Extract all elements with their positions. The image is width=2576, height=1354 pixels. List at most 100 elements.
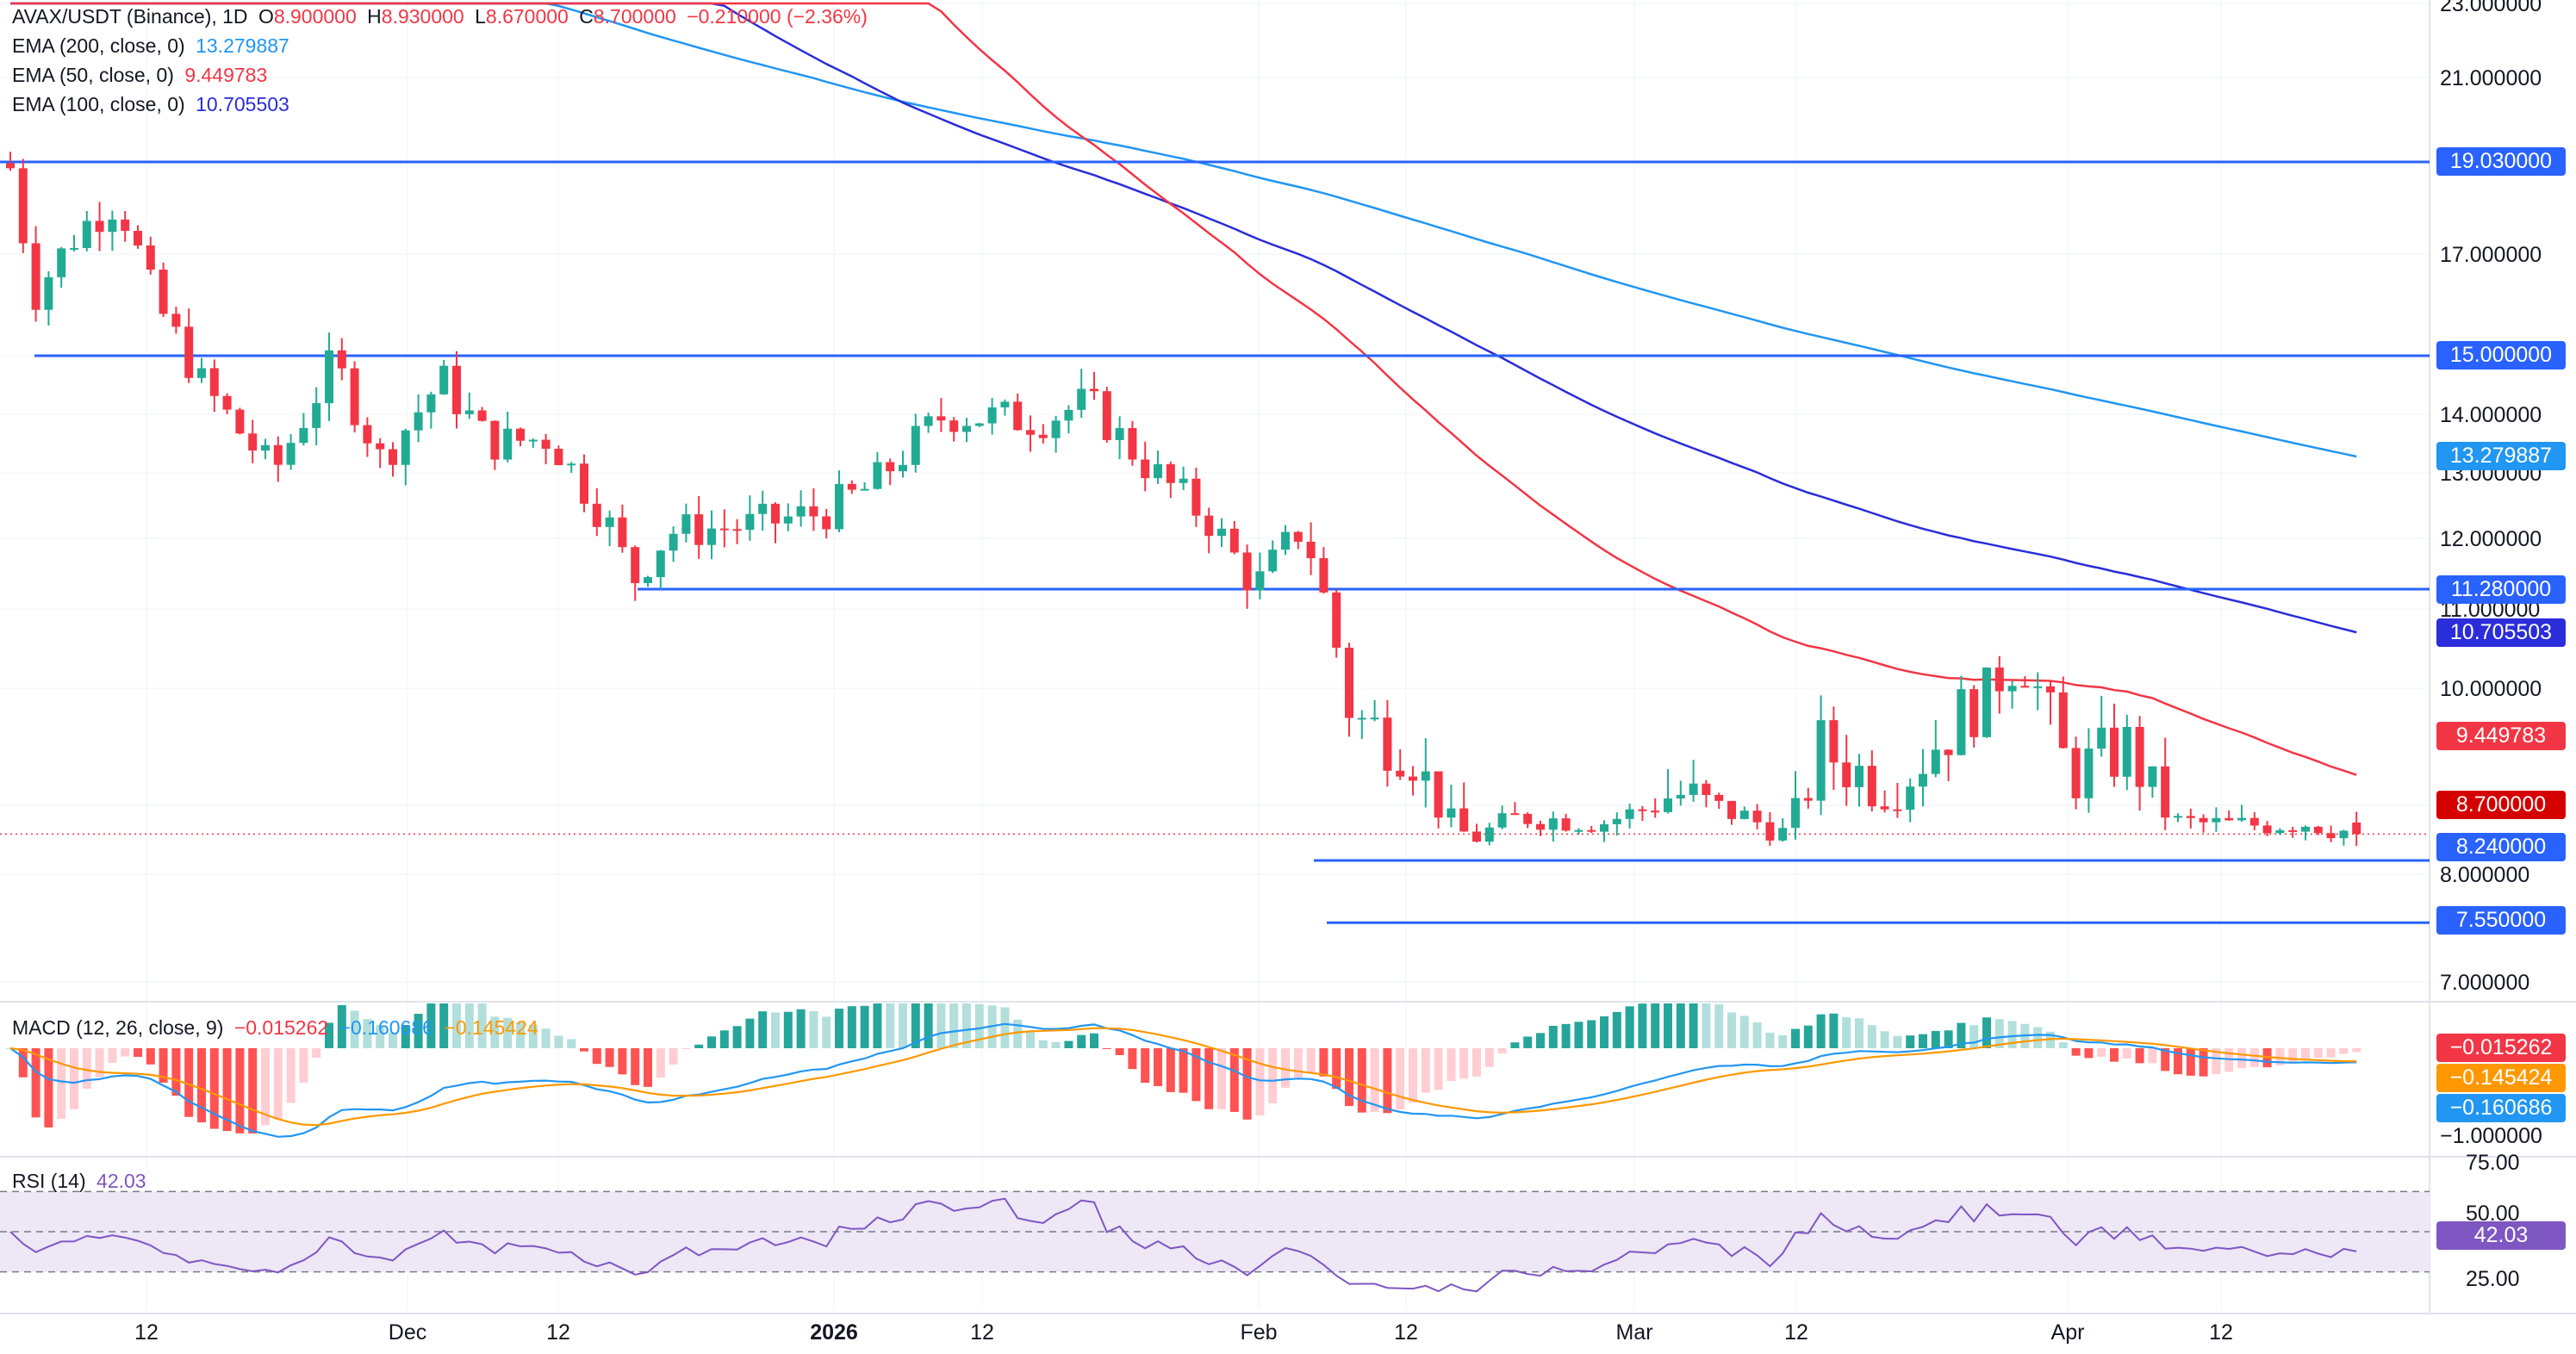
candle-body (1765, 822, 1775, 841)
macd-histogram-bar (1689, 1003, 1698, 1048)
macd-histogram-bar (2122, 1048, 2131, 1059)
macd-histogram-bar (171, 1048, 181, 1096)
macd-histogram-bar (70, 1048, 78, 1109)
candle-body (376, 443, 385, 450)
macd-histogram-bar (516, 1022, 525, 1048)
candle-body (1791, 798, 1800, 829)
time-axis-label: 12 (546, 1320, 570, 1345)
ema50-tag: 9.449783 (2436, 722, 2566, 750)
macd-histogram-bar (1255, 1048, 1265, 1115)
candle-body (732, 529, 742, 531)
candle-body (1396, 770, 1405, 777)
macd-histogram-bar (452, 1003, 461, 1048)
macd-histogram-bar (2249, 1048, 2259, 1067)
macd-hist-value: −0.015262 (233, 1016, 329, 1039)
candle-body (719, 528, 729, 531)
candle-body (796, 506, 806, 517)
candle-body (1204, 515, 1214, 537)
time-axis-label: 12 (2209, 1320, 2233, 1345)
candle-body (325, 350, 333, 404)
macd-histogram-bar (2237, 1048, 2246, 1069)
candle-body (1880, 806, 1889, 810)
candlesticks (6, 152, 2361, 847)
candle-body (899, 464, 907, 472)
macd-histogram-bar (1370, 1048, 1379, 1112)
macd-histogram-bar (541, 1028, 551, 1048)
candle-body (2110, 727, 2119, 777)
macd-histogram-bar (273, 1048, 283, 1120)
price-axis-label: 21.000000 (2440, 66, 2542, 90)
candle-body (1752, 811, 1762, 823)
ema100-label: EMA (100, close, 0) (12, 93, 185, 115)
macd-histogram-bar (1268, 1048, 1278, 1104)
macd-histogram-bar (1179, 1048, 1188, 1093)
candle-body (1944, 749, 1953, 755)
candle-body (847, 483, 856, 490)
macd-histogram-bar (2097, 1048, 2106, 1057)
macd-histogram-bar (1293, 1048, 1303, 1078)
candle-body (2212, 817, 2221, 823)
candle-body (835, 483, 843, 530)
macd-histogram-bar (1638, 1003, 1647, 1048)
candle-body (822, 516, 831, 530)
candle-body (2161, 766, 2170, 818)
grid (0, 0, 2430, 1309)
macd-histogram-bar (886, 1003, 895, 1048)
candle-body (1268, 550, 1278, 572)
candle-body (1510, 813, 1520, 816)
close-value: 8.700000 (593, 5, 676, 28)
candle-body (618, 517, 627, 548)
candle-body (2262, 825, 2272, 834)
macd-histogram-bar (822, 1016, 831, 1048)
candle-body (962, 425, 971, 432)
macd-histogram-bar (2007, 1021, 2017, 1048)
price-axis-label: 23.000000 (2440, 0, 2542, 16)
macd-histogram-bar (1803, 1025, 1813, 1048)
macd-histogram-bar (1332, 1048, 1341, 1090)
macd-histogram-bar (337, 1004, 346, 1048)
macd-histogram-bar (2161, 1048, 2170, 1071)
time-axis-label: 12 (134, 1320, 159, 1345)
macd-histogram-bar (146, 1048, 155, 1065)
macd-histogram-bar (1664, 1003, 1672, 1048)
candle-body (477, 410, 487, 421)
candle-body (1612, 818, 1621, 824)
candle-body (516, 428, 525, 441)
candle-body (312, 403, 321, 428)
macd-histogram-bar (936, 1003, 946, 1048)
macd-histogram-bar (1229, 1048, 1239, 1112)
high-label: H (367, 5, 382, 28)
candle-body (873, 462, 882, 489)
macd-histogram-bar (376, 1025, 385, 1048)
macd-histogram-bar (1548, 1025, 1558, 1048)
level-tag-15: 15.000000 (2436, 341, 2566, 370)
price-axis-label: 7.000000 (2440, 971, 2529, 995)
macd-histogram-bar (363, 1019, 372, 1048)
time-axis-label: 12 (970, 1320, 994, 1345)
macd-tag: −0.160686 (2436, 1094, 2566, 1122)
candle-body (1102, 391, 1111, 440)
rsi-label: RSI (14) (12, 1170, 86, 1192)
macd-histogram-bar (694, 1044, 704, 1048)
candle-body (261, 444, 270, 451)
rsi-axis-label: 25.00 (2466, 1267, 2520, 1291)
candle-body (809, 506, 818, 517)
candle-body (1013, 401, 1023, 431)
macd-histogram-bar (567, 1039, 576, 1048)
candle-body (363, 425, 372, 444)
candle-body (1090, 388, 1098, 392)
macd-histogram-bar (235, 1048, 245, 1134)
candle-body (1778, 828, 1788, 841)
candle-body (1561, 818, 1571, 831)
candle-body (707, 528, 716, 545)
candle-body (631, 547, 640, 584)
macd-signal-value: −0.145424 (444, 1016, 538, 1039)
macd-histogram-bar (477, 1003, 487, 1048)
macd-histogram-bar (1778, 1034, 1788, 1048)
macd-histogram-bar (2288, 1048, 2298, 1064)
macd-histogram-bar (1026, 1030, 1035, 1048)
macd-histogram-bar (1906, 1035, 1915, 1048)
macd-histogram-bar (681, 1048, 691, 1049)
candle-body (1064, 409, 1073, 421)
